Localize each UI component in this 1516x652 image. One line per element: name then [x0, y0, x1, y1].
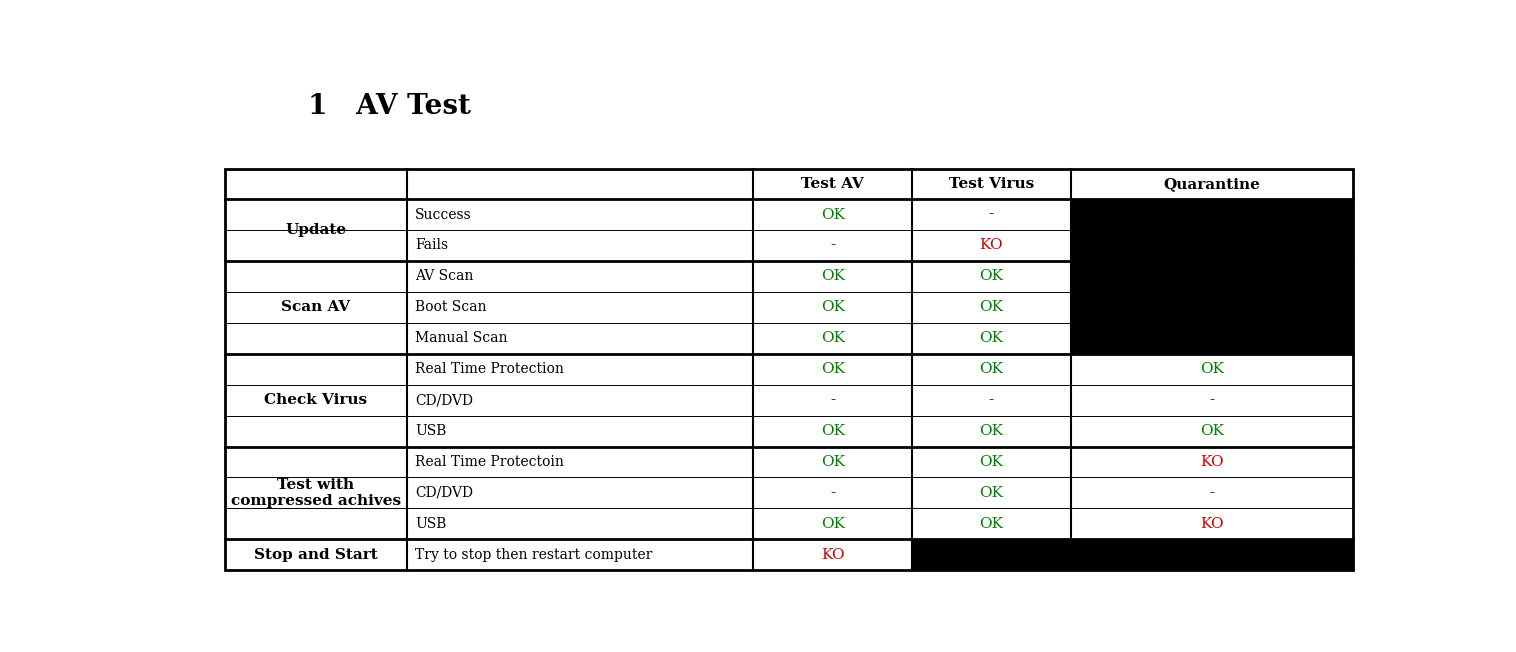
Text: OK: OK [979, 362, 1004, 376]
Bar [1070, 539, 1352, 570]
Text: Try to stop then restart computer: Try to stop then restart computer [415, 548, 652, 562]
Text: KO: KO [822, 548, 844, 562]
Text: OK: OK [979, 517, 1004, 531]
Bar [1070, 199, 1352, 230]
Bar [1070, 230, 1352, 261]
Text: OK: OK [979, 455, 1004, 469]
Text: KO: KO [979, 239, 1004, 252]
Text: -: - [831, 239, 835, 252]
Text: 1   AV Test: 1 AV Test [308, 93, 470, 121]
Text: OK: OK [820, 455, 844, 469]
Text: OK: OK [979, 486, 1004, 500]
Text: Check Virus: Check Virus [264, 393, 367, 407]
Text: Quarantine: Quarantine [1163, 177, 1260, 191]
Text: OK: OK [1199, 424, 1223, 438]
Bar [1070, 292, 1352, 323]
Text: Fails: Fails [415, 239, 449, 252]
Text: Test with
compressed achives: Test with compressed achives [230, 478, 400, 508]
Text: AV Scan: AV Scan [415, 269, 473, 284]
Text: OK: OK [1199, 362, 1223, 376]
Bar [224, 169, 1352, 570]
Text: KO: KO [1199, 517, 1223, 531]
Text: OK: OK [820, 269, 844, 284]
Bar [1070, 261, 1352, 292]
Text: OK: OK [820, 424, 844, 438]
Text: OK: OK [979, 331, 1004, 346]
Text: Real Time Protectoin: Real Time Protectoin [415, 455, 564, 469]
Bar [913, 539, 1070, 570]
Text: OK: OK [820, 207, 844, 222]
Text: OK: OK [979, 424, 1004, 438]
Text: Success: Success [415, 207, 471, 222]
Text: OK: OK [979, 269, 1004, 284]
Text: Manual Scan: Manual Scan [415, 331, 508, 346]
Text: Test Virus: Test Virus [949, 177, 1034, 191]
Text: -: - [831, 393, 835, 407]
Text: OK: OK [820, 517, 844, 531]
Text: -: - [988, 207, 994, 222]
Text: CD/DVD: CD/DVD [415, 486, 473, 500]
Text: -: - [1210, 486, 1214, 500]
Text: Update: Update [285, 223, 346, 237]
Text: Scan AV: Scan AV [282, 301, 350, 314]
Text: -: - [988, 393, 994, 407]
Text: -: - [831, 486, 835, 500]
Text: -: - [1210, 393, 1214, 407]
Text: USB: USB [415, 424, 446, 438]
Text: OK: OK [820, 331, 844, 346]
Text: USB: USB [415, 517, 446, 531]
Text: KO: KO [1199, 455, 1223, 469]
Text: Stop and Start: Stop and Start [253, 548, 377, 562]
Text: Test AV: Test AV [802, 177, 864, 191]
Text: Boot Scan: Boot Scan [415, 301, 487, 314]
Text: OK: OK [979, 301, 1004, 314]
Text: OK: OK [820, 301, 844, 314]
Bar [1070, 323, 1352, 353]
Text: CD/DVD: CD/DVD [415, 393, 473, 407]
Text: Real Time Protection: Real Time Protection [415, 362, 564, 376]
Text: OK: OK [820, 362, 844, 376]
